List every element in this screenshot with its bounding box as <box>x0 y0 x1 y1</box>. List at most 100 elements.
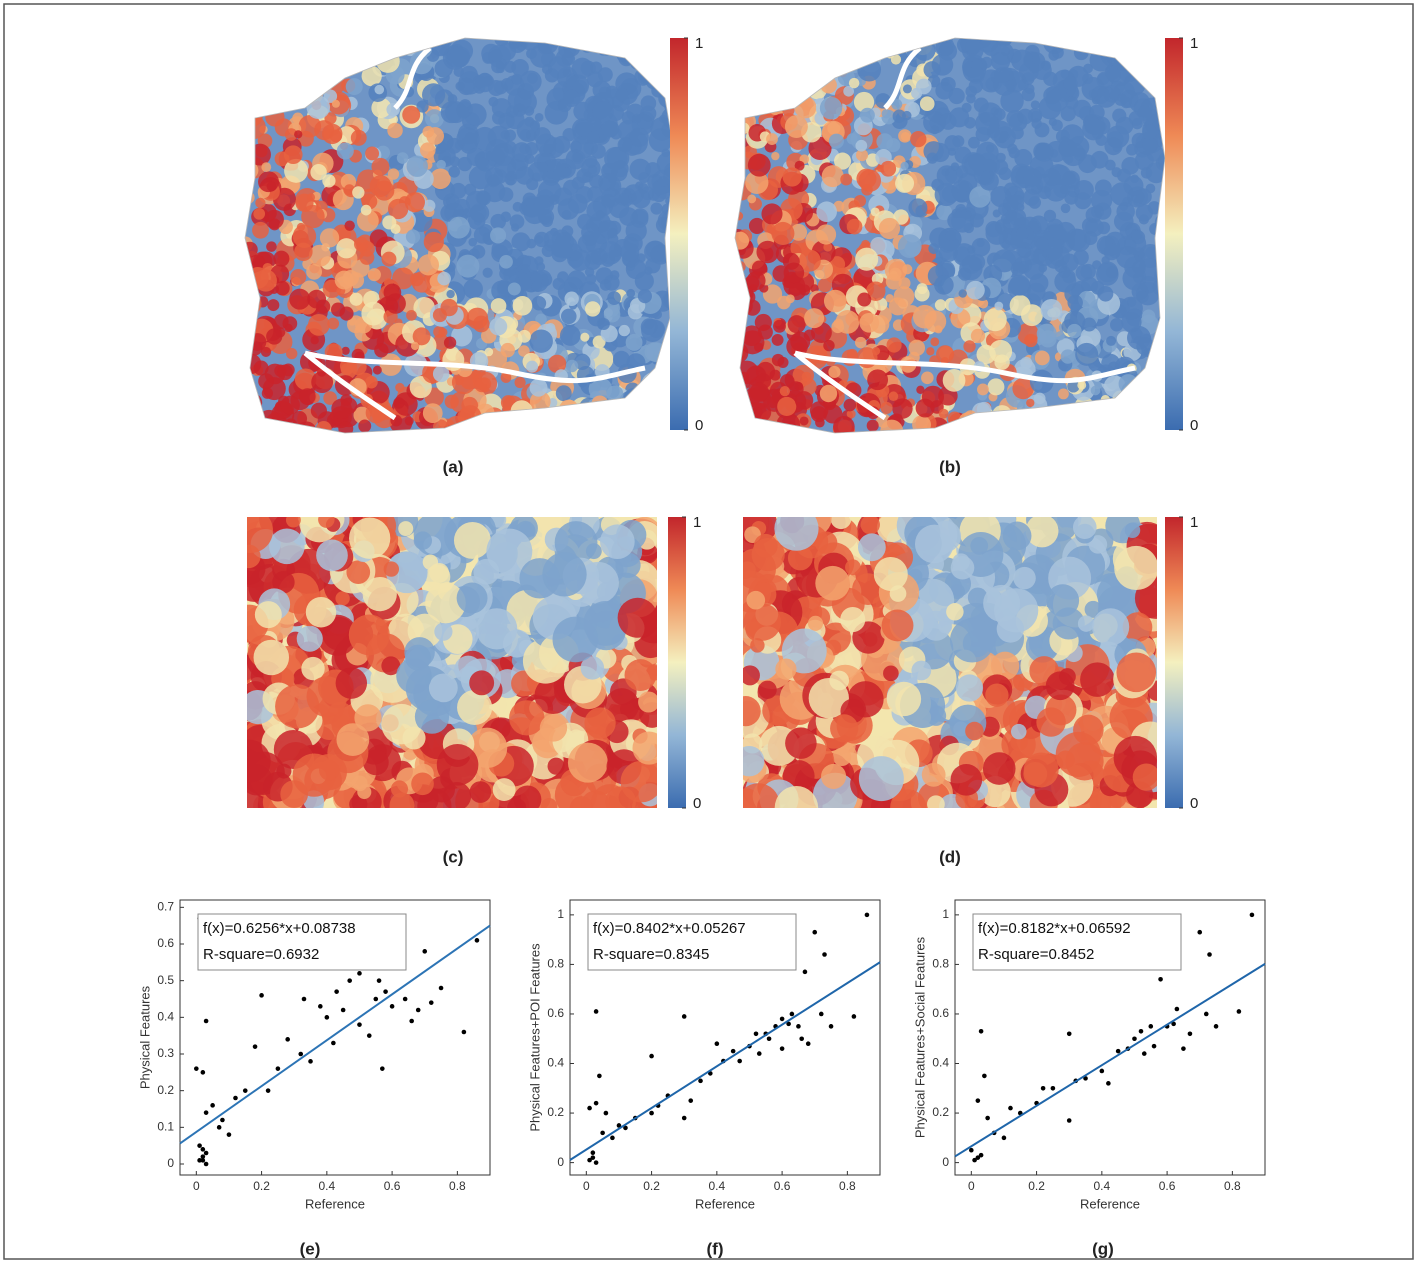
map-texture <box>935 183 958 206</box>
map-texture <box>871 207 880 216</box>
map-texture <box>747 271 766 290</box>
x-tick-label: 0.8 <box>449 1179 466 1193</box>
map-texture <box>657 65 667 75</box>
map-texture <box>626 262 635 271</box>
map-texture <box>279 58 291 70</box>
point <box>243 1088 248 1093</box>
map-texture <box>740 63 756 79</box>
map-texture <box>1029 63 1039 73</box>
map-texture <box>1067 324 1081 338</box>
map-texture <box>397 152 409 164</box>
map-texture <box>985 684 1008 707</box>
map-texture <box>1145 49 1168 72</box>
map-texture <box>352 186 364 198</box>
map-texture <box>789 87 803 101</box>
point <box>308 1059 313 1064</box>
map-texture <box>855 337 866 348</box>
map-texture <box>946 603 963 620</box>
map-texture <box>795 382 804 391</box>
map-texture <box>320 228 339 247</box>
map-texture <box>840 607 865 632</box>
point <box>591 1150 596 1155</box>
point <box>331 1041 336 1046</box>
point <box>210 1103 215 1108</box>
map-texture <box>741 43 750 52</box>
map-texture <box>766 224 775 233</box>
map-texture <box>1091 403 1114 426</box>
map-texture <box>271 423 286 438</box>
map-texture <box>889 268 901 280</box>
map-texture <box>596 267 613 284</box>
point <box>201 1147 206 1152</box>
map-texture <box>255 198 265 208</box>
y-tick-label: 1 <box>557 907 564 921</box>
map-texture <box>994 302 1003 311</box>
map-texture <box>1154 365 1165 376</box>
map-texture <box>727 46 749 68</box>
map-texture <box>910 131 926 147</box>
map-texture <box>247 53 266 72</box>
map-texture <box>534 127 551 144</box>
point <box>979 1153 984 1158</box>
map-texture <box>1080 662 1115 697</box>
map-texture <box>829 671 849 691</box>
map-texture <box>820 385 837 402</box>
map-texture <box>567 270 586 289</box>
map-texture <box>911 661 931 681</box>
map-texture <box>1091 37 1106 52</box>
map-texture <box>840 174 852 186</box>
x-tick-label: 0 <box>968 1179 975 1193</box>
point <box>767 1036 772 1041</box>
map-texture <box>644 426 653 435</box>
map-texture <box>457 106 469 118</box>
map-texture <box>1116 652 1156 692</box>
map-texture <box>977 402 992 417</box>
map-texture <box>406 230 420 244</box>
map-texture <box>824 290 847 313</box>
map-texture <box>833 747 852 766</box>
map-texture <box>477 158 490 171</box>
map-texture <box>934 275 954 295</box>
map-texture <box>746 591 765 610</box>
map-texture <box>882 109 891 118</box>
map-texture <box>1151 361 1160 370</box>
map-texture <box>1063 76 1077 90</box>
point <box>416 1008 421 1013</box>
map-texture <box>1058 388 1069 399</box>
map-texture <box>1078 615 1094 631</box>
map-texture <box>648 42 670 64</box>
point <box>780 1017 785 1022</box>
map-texture <box>768 82 789 103</box>
map-texture <box>641 372 665 396</box>
map-texture <box>289 289 310 310</box>
map-texture <box>529 329 552 352</box>
map-texture <box>750 383 769 402</box>
map-texture <box>626 334 643 351</box>
point <box>217 1125 222 1130</box>
map-texture <box>774 507 818 551</box>
map-texture <box>928 243 939 254</box>
map-texture <box>867 420 879 432</box>
map-texture <box>1092 43 1103 54</box>
map-texture <box>1024 753 1059 788</box>
map-texture <box>646 374 665 393</box>
map-texture <box>434 623 452 641</box>
map-texture <box>1013 567 1035 589</box>
map-texture <box>901 37 913 49</box>
map-texture <box>604 147 627 170</box>
map-texture <box>740 290 755 305</box>
map-texture <box>1112 109 1126 123</box>
map-texture <box>631 401 647 417</box>
map-texture <box>1029 196 1042 209</box>
panel-label: (e) <box>300 1239 321 1258</box>
map-texture <box>361 302 385 326</box>
map-texture <box>297 626 323 652</box>
map-texture <box>966 281 985 300</box>
map-texture <box>272 69 289 86</box>
map-texture <box>755 43 774 62</box>
point <box>1106 1081 1111 1086</box>
map-texture <box>1133 417 1143 427</box>
point <box>422 949 427 954</box>
map-texture <box>1068 136 1089 157</box>
map-texture <box>1089 89 1098 98</box>
